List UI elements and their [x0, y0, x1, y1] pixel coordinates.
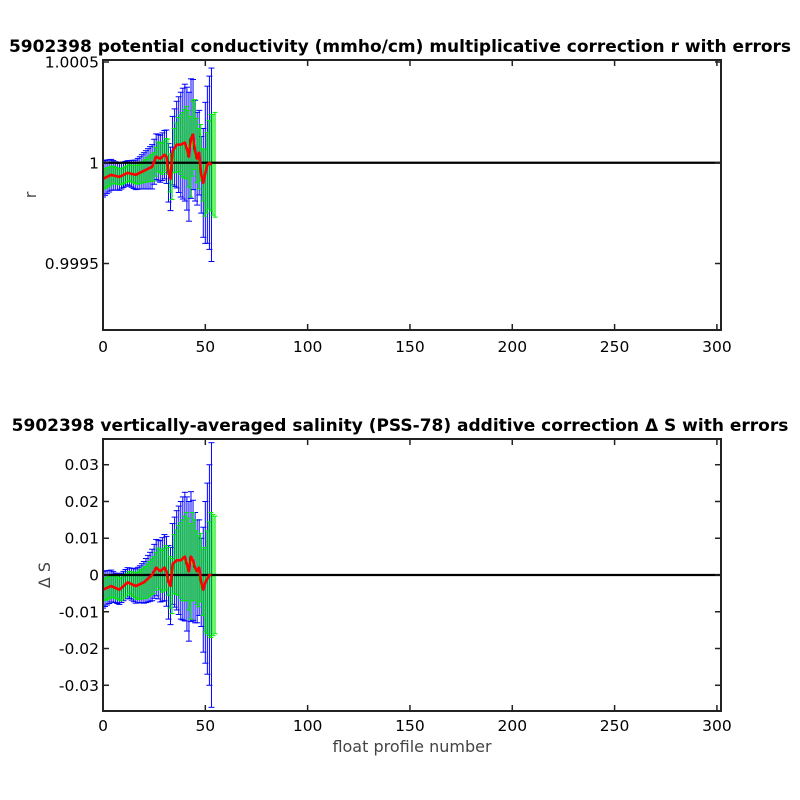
x-tick-label: 150	[395, 717, 425, 735]
x-tick-label: 100	[293, 717, 323, 735]
chart-title: 5902398 potential conductivity (mmho/cm)…	[9, 37, 791, 57]
y-tick-label: 0.01	[64, 530, 99, 548]
plot-data	[103, 442, 721, 708]
y-axis-label: r	[21, 191, 40, 198]
x-tick-label: 0	[98, 717, 108, 735]
y-tick-label: 0.03	[64, 456, 99, 474]
x-tick-label: 200	[497, 338, 527, 356]
correction-curve	[103, 133, 213, 185]
x-tick-label: 300	[702, 717, 732, 735]
y-tick-label: -0.02	[59, 640, 99, 658]
x-tick-label: 150	[395, 338, 425, 356]
y-tick-label: 1.0005	[45, 54, 99, 72]
y-axis-label: Δ S	[35, 562, 54, 588]
correction-curve	[103, 555, 212, 592]
y-tick-label: 1	[89, 154, 99, 172]
panel-salinity-correction: 5902398 vertically-averaged salinity (PS…	[12, 416, 789, 756]
x-tick-label: 100	[293, 338, 323, 356]
x-tick-label: 250	[600, 717, 630, 735]
x-tick-label: 250	[600, 338, 630, 356]
y-tick-label: -0.01	[59, 603, 99, 621]
y-tick-label: 0	[89, 567, 99, 585]
x-tick-label: 300	[702, 338, 732, 356]
x-tick-label: 50	[195, 338, 215, 356]
plot-data	[103, 67, 721, 262]
y-tick-label: 0.02	[64, 493, 99, 511]
y-tick-label: 0.9995	[45, 255, 99, 273]
y-tick-label: -0.03	[59, 677, 99, 695]
x-tick-label: 50	[195, 717, 215, 735]
axes-box	[102, 59, 722, 331]
panel-conductivity-correction: 5902398 potential conductivity (mmho/cm)…	[9, 37, 791, 356]
x-axis-label: float profile number	[332, 737, 492, 756]
chart-title: 5902398 vertically-averaged salinity (PS…	[12, 416, 789, 436]
x-tick-label: 0	[98, 338, 108, 356]
x-tick-label: 200	[497, 717, 527, 735]
